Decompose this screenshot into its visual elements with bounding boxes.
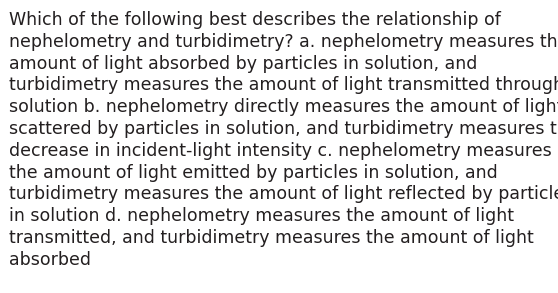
Text: transmitted, and turbidimetry measures the amount of light: transmitted, and turbidimetry measures t… <box>9 229 534 247</box>
Text: Which of the following best describes the relationship of: Which of the following best describes th… <box>9 11 501 29</box>
Text: in solution d. nephelometry measures the amount of light: in solution d. nephelometry measures the… <box>9 207 514 225</box>
Text: turbidimetry measures the amount of light reflected by particles: turbidimetry measures the amount of ligh… <box>9 185 558 203</box>
Text: absorbed: absorbed <box>9 251 91 269</box>
Text: amount of light absorbed by particles in solution, and: amount of light absorbed by particles in… <box>9 54 478 73</box>
Text: nephelometry and turbidimetry? a. nephelometry measures the: nephelometry and turbidimetry? a. nephel… <box>9 33 558 51</box>
Text: turbidimetry measures the amount of light transmitted through a: turbidimetry measures the amount of ligh… <box>9 76 558 94</box>
Text: the amount of light emitted by particles in solution, and: the amount of light emitted by particles… <box>9 163 498 182</box>
Text: scattered by particles in solution, and turbidimetry measures the: scattered by particles in solution, and … <box>9 120 558 138</box>
Text: decrease in incident-light intensity c. nephelometry measures: decrease in incident-light intensity c. … <box>9 142 552 160</box>
Text: solution b. nephelometry directly measures the amount of light: solution b. nephelometry directly measur… <box>9 98 558 116</box>
